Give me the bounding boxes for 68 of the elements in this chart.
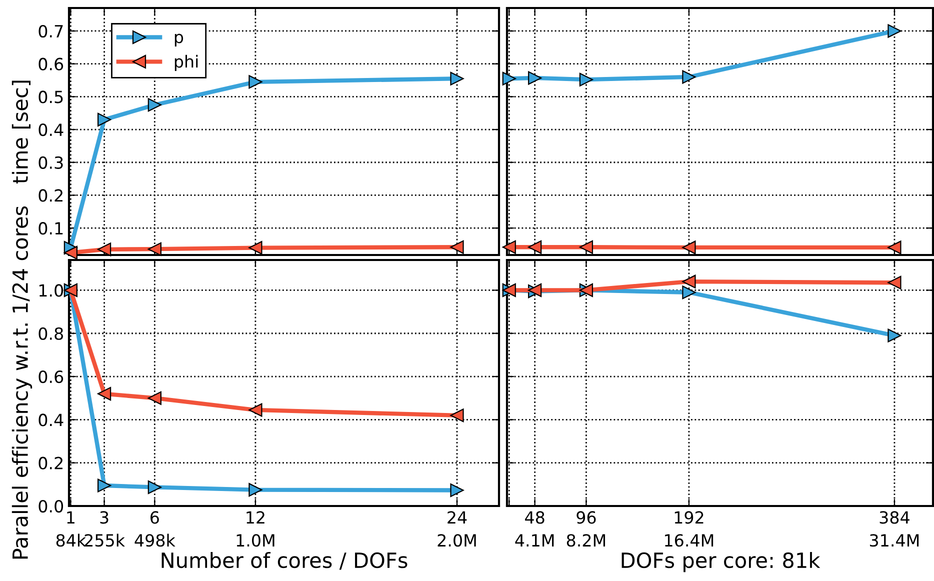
point: [248, 403, 262, 417]
y-tick-label: 0.6: [38, 58, 64, 70]
point: [888, 328, 902, 342]
x-tick-label: 12: [246, 511, 264, 524]
text: 31.4M: [870, 534, 919, 547]
text: 84k: [56, 534, 86, 547]
point: [450, 408, 464, 422]
x-tick-label: 6: [150, 511, 159, 524]
point: [248, 483, 262, 497]
y-tick-label: 1.0: [39, 284, 64, 297]
point: [579, 240, 594, 254]
point: [450, 483, 464, 498]
point: [148, 98, 162, 112]
point: [450, 72, 464, 86]
point: [97, 386, 112, 401]
point: [64, 246, 78, 260]
point: [528, 240, 542, 254]
y-tick-label: 0.2: [38, 456, 62, 470]
point: [502, 72, 516, 86]
legend-label: phi: [174, 54, 198, 72]
x-axis-title: Number of cores / DOFs: [162, 552, 408, 570]
x-tick-label: 1: [67, 511, 74, 524]
text: 4.1M: [515, 534, 554, 546]
y-tick-label: 0.4: [38, 414, 64, 426]
x-axis-title: DOFs per core: 81k: [622, 552, 820, 572]
x-tick-label: 384: [880, 511, 910, 524]
y-tick-label: 0.1: [38, 222, 63, 235]
point: [248, 75, 262, 89]
point: [248, 240, 262, 255]
text: 16.4M: [665, 534, 714, 547]
point: [682, 274, 696, 288]
y-axis-title: time [sec]: [12, 80, 30, 184]
point: [97, 478, 112, 492]
y-tick-label: 0.0: [38, 500, 64, 513]
y-tick-label: 0.8: [38, 327, 63, 340]
point: [888, 240, 902, 254]
y-tick-label: 0.5: [38, 90, 63, 104]
x-tick-label: 24: [448, 511, 467, 524]
y-tick-label: 0.3: [38, 156, 63, 169]
x-tick-label: 96: [576, 511, 596, 524]
text: 2.0M: [438, 534, 476, 547]
point: [682, 286, 696, 300]
text: 498k: [134, 534, 176, 547]
legend-label: p: [174, 34, 184, 47]
text: 8.2M: [566, 534, 606, 547]
y-tick-label: 0.4: [38, 123, 64, 136]
point: [148, 480, 162, 494]
text: 1.0M: [236, 534, 274, 547]
x-tick-label: 192: [674, 511, 704, 524]
x-tick-label: 3: [100, 511, 108, 524]
point: [579, 72, 594, 86]
y-axis-title: Parallel efficiency w.r.t. 1/24 cores: [12, 206, 32, 559]
y-tick-label: 0.6: [38, 370, 64, 384]
y-tick-label: 0.2: [38, 189, 62, 202]
x-tick-label: 48: [525, 511, 544, 524]
text: 255k: [84, 534, 125, 547]
y-tick-label: 0.7: [38, 24, 63, 38]
point: [888, 24, 902, 38]
point: [502, 240, 516, 254]
point: [97, 112, 112, 126]
point: [682, 70, 696, 84]
point: [97, 242, 112, 256]
point: [528, 71, 542, 85]
point: [450, 240, 464, 254]
point: [148, 242, 162, 256]
point: [682, 240, 696, 254]
point: [888, 276, 902, 290]
point: [148, 391, 162, 405]
